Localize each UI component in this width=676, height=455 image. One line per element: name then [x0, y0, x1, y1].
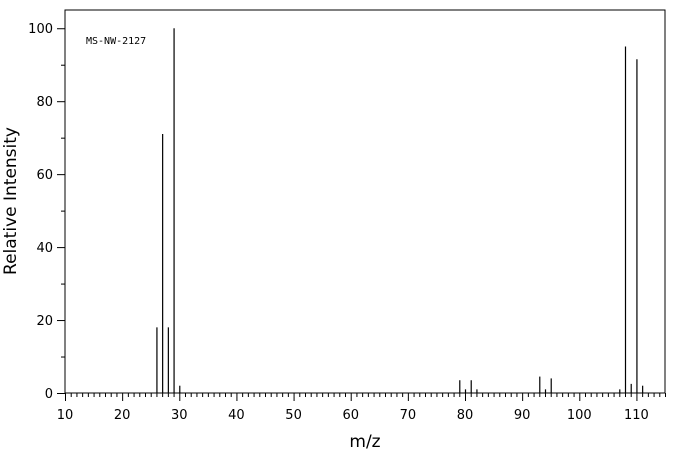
plot-frame [64, 9, 666, 394]
x-axis-ticks: 10 20 30 40 50 60 70 80 90 100 110 [57, 393, 666, 423]
y-tick-label: 40 [36, 241, 53, 256]
y-tick-label: 80 [36, 95, 53, 110]
x-tick-label: 20 [114, 408, 131, 423]
spectrum-id-annotation: MS-NW-2127 [86, 36, 146, 47]
peak-series [156, 28, 644, 393]
x-tick-label: 10 [57, 408, 74, 423]
x-tick-label: 60 [342, 408, 359, 423]
x-tick-label: 50 [285, 408, 302, 423]
y-axis-ticks: 0 20 40 60 80 100 [28, 22, 65, 402]
x-tick-label: 40 [228, 408, 245, 423]
x-axis-title: m/z [349, 432, 380, 452]
y-tick-label: 100 [28, 22, 53, 37]
y-tick-label: 60 [36, 168, 53, 183]
y-tick-label: 0 [45, 387, 53, 402]
x-tick-label: 70 [400, 408, 417, 423]
x-tick-label: 80 [457, 408, 474, 423]
x-tick-label: 90 [514, 408, 531, 423]
x-tick-label: 110 [624, 408, 649, 423]
x-tick-label: 30 [171, 408, 188, 423]
x-tick-label: 100 [567, 408, 592, 423]
y-tick-label: 20 [36, 314, 53, 329]
y-axis-title: Relative Intensity [1, 127, 21, 275]
